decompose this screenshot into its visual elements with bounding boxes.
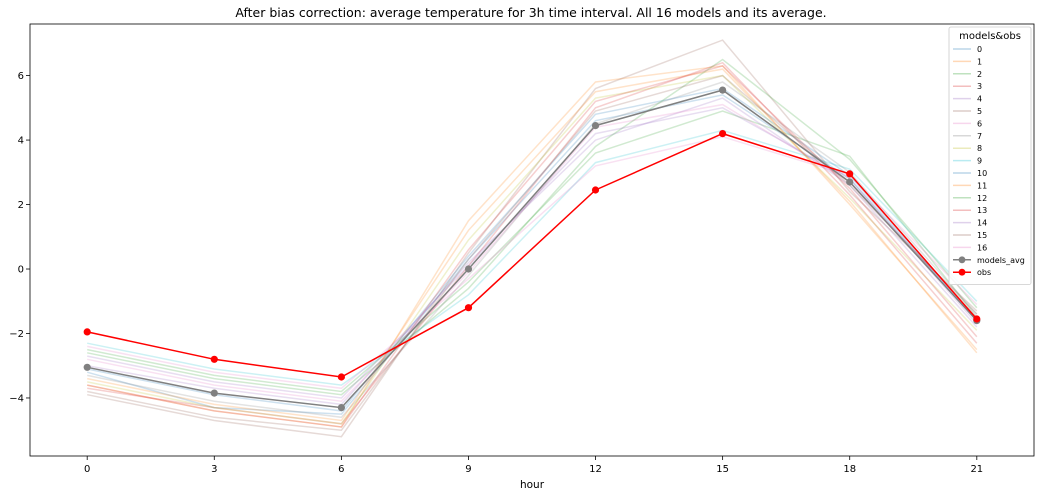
series-line-model-11 bbox=[87, 68, 978, 422]
data-point-obs bbox=[719, 130, 727, 138]
legend-box bbox=[948, 26, 1032, 286]
legend-label: 12 bbox=[977, 194, 987, 203]
legend: models&obs012345678910111213141516models… bbox=[948, 26, 1032, 286]
legend-marker bbox=[958, 256, 966, 264]
data-point-models-avg bbox=[83, 363, 91, 371]
series-line-model-5 bbox=[87, 39, 978, 438]
series-line-model-1 bbox=[87, 65, 978, 428]
legend-label: 9 bbox=[977, 157, 982, 166]
legend-label: 6 bbox=[977, 119, 982, 128]
series-line-model-8 bbox=[87, 74, 978, 425]
x-tick-label: 15 bbox=[716, 464, 729, 475]
x-axis-label: hour bbox=[520, 479, 545, 491]
legend-marker bbox=[958, 268, 966, 276]
y-tick-label: 6 bbox=[18, 71, 24, 82]
series-line-model-15 bbox=[87, 74, 978, 431]
legend-label: 16 bbox=[977, 243, 987, 252]
y-tick-label: −4 bbox=[9, 393, 24, 404]
y-tick-label: 0 bbox=[18, 265, 24, 276]
legend-label: 13 bbox=[977, 206, 987, 215]
plot-frame bbox=[29, 23, 1035, 457]
legend-label: 15 bbox=[977, 231, 987, 240]
series-line-model-16 bbox=[87, 136, 978, 390]
data-point-obs bbox=[210, 355, 218, 363]
series-line-model-2 bbox=[87, 110, 978, 393]
legend-label: models_avg bbox=[977, 256, 1025, 265]
x-tick-label: 12 bbox=[589, 464, 602, 475]
y-tick-label: 4 bbox=[18, 136, 24, 147]
series-line-model-0 bbox=[86, 94, 978, 415]
series-line-model-13 bbox=[87, 65, 978, 428]
legend-label: 2 bbox=[977, 70, 982, 79]
x-tick-label: 18 bbox=[843, 464, 856, 475]
y-tick-label: −2 bbox=[9, 329, 24, 340]
legend-label: 1 bbox=[977, 57, 982, 66]
data-point-models-avg bbox=[464, 265, 473, 273]
x-tick-label: 6 bbox=[338, 464, 344, 475]
data-point-models-avg bbox=[210, 389, 218, 397]
x-tick-label: 9 bbox=[465, 464, 471, 475]
legend-label: 14 bbox=[977, 219, 987, 228]
data-point-obs bbox=[464, 304, 473, 312]
series-line-model-12 bbox=[87, 58, 978, 396]
legend-label: 8 bbox=[977, 144, 982, 153]
legend-label: 5 bbox=[977, 107, 982, 116]
series-line-model-10 bbox=[87, 87, 978, 412]
legend-label: 11 bbox=[977, 181, 987, 190]
data-point-models-avg bbox=[846, 178, 854, 186]
legend-label: 10 bbox=[977, 169, 987, 178]
plot-lines bbox=[83, 39, 981, 438]
data-point-obs bbox=[337, 373, 345, 381]
data-point-models-avg bbox=[337, 404, 345, 412]
legend-label: 0 bbox=[977, 45, 982, 54]
y-tick-label: 2 bbox=[18, 200, 24, 211]
legend-title: models&obs bbox=[959, 31, 1021, 42]
legend-label: 4 bbox=[977, 95, 982, 104]
series-line-model-9 bbox=[87, 129, 978, 386]
legend-label: obs bbox=[977, 268, 991, 277]
legend-label: 7 bbox=[977, 132, 982, 141]
series-line-model-6 bbox=[87, 103, 978, 402]
legend-label: 3 bbox=[977, 82, 982, 91]
x-axis: 0 3 6 9 12 15 18 21 bbox=[84, 456, 983, 475]
series-line-model-7 bbox=[87, 81, 978, 419]
x-tick-label: 3 bbox=[211, 464, 217, 475]
x-tick-label: 0 bbox=[84, 464, 90, 475]
y-axis: −4 −2 0 2 4 6 bbox=[9, 71, 30, 404]
data-point-models-avg bbox=[591, 122, 600, 130]
series-line-obs bbox=[87, 132, 978, 378]
data-point-obs bbox=[973, 315, 981, 323]
chart-title: After bias correction: average temperatu… bbox=[235, 5, 826, 20]
data-point-obs bbox=[846, 170, 854, 178]
data-point-models-avg bbox=[719, 86, 727, 94]
data-point-obs bbox=[591, 186, 600, 194]
x-tick-label: 21 bbox=[970, 464, 983, 475]
series-line-model-3 bbox=[87, 61, 978, 425]
data-point-obs bbox=[83, 328, 91, 336]
series-line-model-4 bbox=[87, 97, 978, 406]
